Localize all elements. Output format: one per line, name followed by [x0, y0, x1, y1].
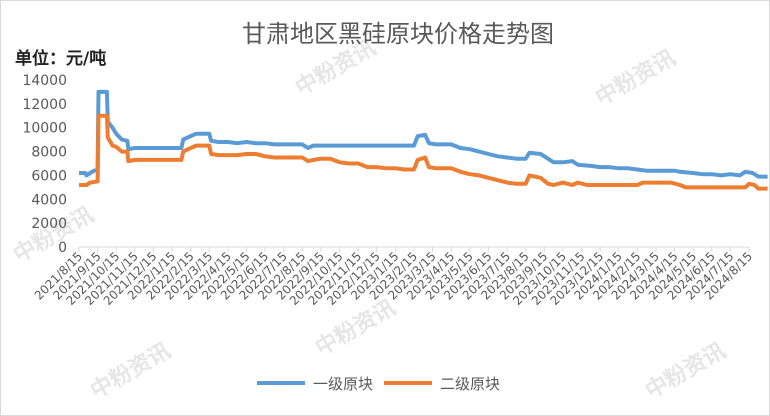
watermark-text: 中粉资讯: [592, 46, 681, 112]
watermark-text: 中粉资讯: [312, 296, 401, 362]
y-axis: 0 2000 4000 6000 8000 10000 12000 14000: [22, 73, 67, 256]
chart-title: 甘肃地区黑硅原块价格走势图: [242, 20, 554, 48]
x-axis-ticks: 2021/8/152021/9/152021/10/152021/11/1520…: [32, 247, 755, 308]
legend-label-series-2: 二级原块: [440, 375, 500, 393]
series-lines: [79, 89, 768, 191]
y-tick-label: 4000: [31, 192, 67, 208]
y-tick-label: 6000: [31, 168, 67, 184]
watermark-text: 中粉资讯: [87, 339, 176, 405]
y-tick-label: 10000: [22, 121, 67, 137]
y-tick-label: 8000: [31, 145, 67, 161]
legend: 一级原块 二级原块: [257, 375, 500, 393]
legend-label-series-1: 一级原块: [313, 375, 373, 393]
y-tick-label: 0: [58, 240, 67, 256]
y-tick-label: 14000: [22, 73, 67, 89]
unit-label: 单位：元/吨: [15, 48, 106, 69]
series-line-1: [79, 89, 768, 179]
watermark-text: 中粉资讯: [642, 339, 731, 405]
series-line-2: [79, 113, 768, 191]
y-tick-label: 12000: [22, 97, 67, 113]
y-tick-label: 2000: [31, 216, 67, 232]
